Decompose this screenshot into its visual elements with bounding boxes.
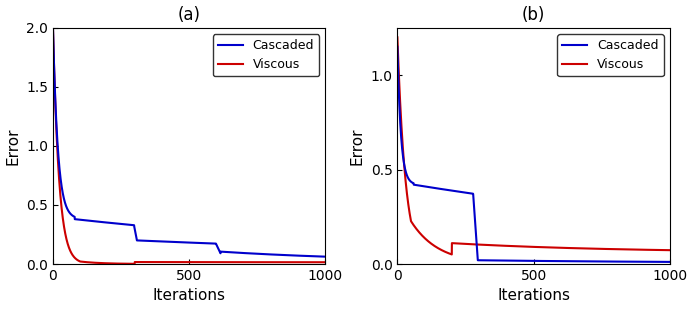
Legend: Cascaded, Viscous: Cascaded, Viscous [213, 34, 319, 76]
Cascaded [63, 206, 71, 210]
Cascaded [518, 259, 527, 263]
Cascaded [658, 260, 666, 264]
Line: Viscous: Viscous [397, 37, 670, 254]
Viscous [322, 260, 330, 264]
Viscous [174, 260, 182, 264]
Viscous [313, 260, 322, 264]
Viscous [526, 245, 534, 249]
Y-axis label: Error: Error [350, 127, 365, 165]
Cascaded [407, 180, 415, 184]
Y-axis label: Error: Error [6, 127, 21, 165]
Cascaded [313, 255, 322, 258]
Cascaded [393, 45, 401, 49]
Viscous [313, 260, 322, 264]
Title: (b): (b) [522, 6, 545, 23]
Viscous [182, 260, 190, 264]
Cascaded [182, 241, 190, 244]
Cascaded [263, 252, 272, 256]
Cascaded [174, 240, 182, 244]
Viscous [407, 220, 415, 223]
Cascaded [526, 259, 534, 263]
Line: Viscous: Viscous [53, 28, 326, 264]
Viscous [263, 260, 272, 264]
Viscous [658, 248, 666, 252]
Viscous [518, 245, 527, 248]
Viscous [130, 262, 139, 266]
Line: Cascaded: Cascaded [53, 28, 326, 257]
Legend: Cascaded, Viscous: Cascaded, Viscous [557, 34, 664, 76]
Viscous [393, 36, 401, 39]
Cascaded [322, 255, 330, 259]
Viscous [49, 26, 57, 30]
X-axis label: Iterations: Iterations [152, 288, 226, 303]
Viscous [658, 248, 666, 252]
Viscous [63, 239, 71, 243]
Viscous [608, 247, 616, 251]
Cascaded [608, 260, 616, 263]
Cascaded [313, 255, 322, 258]
X-axis label: Iterations: Iterations [497, 288, 570, 303]
Cascaded [658, 260, 666, 264]
Title: (a): (a) [177, 6, 201, 23]
Viscous [448, 252, 456, 256]
Line: Cascaded: Cascaded [397, 47, 670, 262]
Cascaded [666, 260, 674, 264]
Viscous [666, 248, 674, 252]
Cascaded [49, 26, 57, 30]
